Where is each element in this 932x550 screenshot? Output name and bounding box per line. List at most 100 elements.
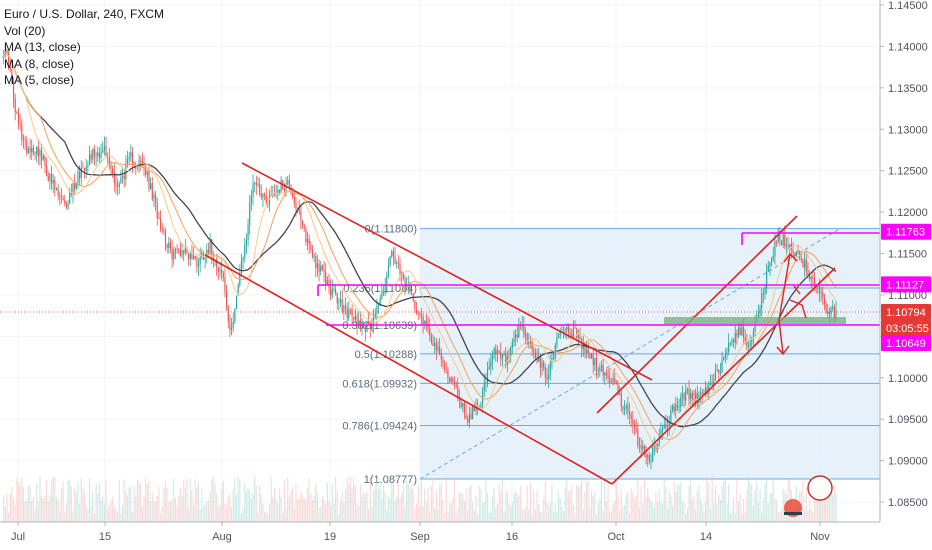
fib-retracement[interactable]: 0(1.11800) 0.236(1.11084) 0.382(1.10639) 0.… bbox=[342, 224, 880, 486]
candle-body bbox=[242, 257, 244, 260]
volume-bar bbox=[117, 512, 119, 522]
volume-bar bbox=[77, 482, 79, 522]
volume-bar bbox=[561, 506, 563, 522]
projection-arrow-small[interactable] bbox=[793, 285, 801, 295]
candle-body bbox=[533, 350, 535, 353]
volume-bar bbox=[524, 506, 527, 522]
volume-bar bbox=[696, 490, 698, 522]
volume-bar bbox=[455, 513, 457, 522]
indicator-vol[interactable]: Vol (20) bbox=[4, 23, 46, 38]
candle-body bbox=[343, 305, 345, 313]
candle-body bbox=[32, 147, 34, 154]
volume-bar bbox=[609, 511, 611, 522]
volume-bar bbox=[80, 477, 82, 522]
fib-level-label: 1(1.08777) bbox=[364, 474, 417, 486]
candle-body bbox=[782, 234, 784, 245]
volume-bar bbox=[539, 511, 541, 522]
projection-arrow-down[interactable] bbox=[778, 319, 784, 355]
volume-bar bbox=[528, 509, 530, 522]
volume-bar bbox=[126, 495, 129, 522]
volume-bar bbox=[452, 498, 454, 522]
volume-bar bbox=[346, 477, 348, 522]
candle-body bbox=[19, 123, 21, 125]
indicator-ma13[interactable]: MA (13, close) bbox=[4, 40, 81, 54]
candle-body bbox=[683, 393, 685, 401]
volume-bars bbox=[3, 476, 837, 522]
projection-arrow-mid[interactable] bbox=[789, 299, 807, 319]
candle-body bbox=[422, 316, 424, 325]
candle-body bbox=[754, 321, 756, 332]
candle-body bbox=[675, 404, 677, 412]
candle-body bbox=[448, 377, 451, 382]
candle-body bbox=[386, 275, 388, 285]
volume-bar bbox=[3, 496, 5, 522]
candle-body bbox=[368, 321, 370, 324]
volume-bar bbox=[486, 493, 489, 522]
projection-arrow-down-head[interactable] bbox=[776, 345, 790, 356]
volume-bar bbox=[731, 510, 733, 522]
volume-bar bbox=[399, 498, 401, 522]
volume-bar bbox=[59, 510, 61, 522]
candle-body bbox=[207, 249, 210, 254]
volume-bar bbox=[257, 513, 259, 522]
candle-body bbox=[287, 180, 289, 184]
volume-bar bbox=[757, 502, 759, 522]
drawings[interactable] bbox=[0, 162, 880, 485]
chart-legend: Euro / U.S. Dollar, 240, FXCM Vol (20) M… bbox=[4, 6, 164, 89]
volume-bar bbox=[108, 504, 110, 522]
volume-bar bbox=[311, 499, 314, 522]
candle-body bbox=[513, 338, 515, 343]
support-zone[interactable] bbox=[664, 317, 846, 324]
volume-bar bbox=[425, 502, 428, 522]
volume-bar bbox=[69, 480, 71, 522]
candle-body bbox=[586, 349, 588, 354]
candle-body bbox=[784, 234, 786, 247]
candle-body bbox=[103, 146, 105, 150]
symbol-title[interactable]: Euro / U.S. Dollar, 240, FXCM bbox=[4, 7, 165, 21]
volume-bar bbox=[439, 485, 441, 522]
candle-body bbox=[211, 239, 213, 255]
descending-channel-upper[interactable] bbox=[241, 162, 653, 381]
volume-bar bbox=[480, 489, 482, 522]
volume-bar bbox=[141, 506, 143, 522]
volume-bar bbox=[88, 478, 91, 522]
candle-body bbox=[387, 265, 390, 276]
volume-bar bbox=[379, 481, 381, 522]
projection-arrow-up[interactable] bbox=[778, 253, 791, 321]
candle-body bbox=[804, 259, 806, 268]
volume-bar bbox=[744, 512, 746, 522]
candle-body bbox=[536, 357, 538, 362]
volume-bar bbox=[417, 484, 419, 522]
candle-body bbox=[306, 238, 309, 243]
candle-body bbox=[592, 354, 594, 366]
indicator-ma5[interactable]: MA (5, close) bbox=[4, 73, 75, 87]
candle-body bbox=[108, 155, 110, 166]
volume-bar bbox=[478, 485, 480, 522]
volume-bar bbox=[376, 478, 378, 522]
candle-body bbox=[429, 328, 431, 336]
volume-bar bbox=[462, 493, 464, 522]
candle-body bbox=[37, 147, 39, 157]
indicator-ma8[interactable]: MA (8, close) bbox=[4, 56, 75, 71]
candle-body bbox=[666, 426, 669, 428]
projection-arrow-up-head[interactable] bbox=[783, 252, 798, 263]
ascending-channel-upper[interactable] bbox=[596, 215, 798, 414]
broker-logo bbox=[784, 475, 833, 517]
volume-bar bbox=[666, 508, 669, 522]
candle-body bbox=[326, 280, 328, 285]
candle-body bbox=[305, 228, 307, 243]
volume-bar bbox=[658, 488, 660, 522]
candle-body bbox=[576, 328, 578, 338]
candle-body bbox=[567, 326, 570, 333]
candle-body bbox=[87, 165, 89, 167]
volume-bar bbox=[736, 477, 738, 522]
candle-body bbox=[49, 173, 51, 181]
descending-channel-lower[interactable] bbox=[204, 254, 613, 485]
candle-body bbox=[771, 259, 773, 263]
candle-body bbox=[415, 309, 418, 313]
candle-body bbox=[234, 308, 236, 322]
volume-bar bbox=[335, 476, 337, 522]
volume-bar bbox=[810, 508, 812, 522]
